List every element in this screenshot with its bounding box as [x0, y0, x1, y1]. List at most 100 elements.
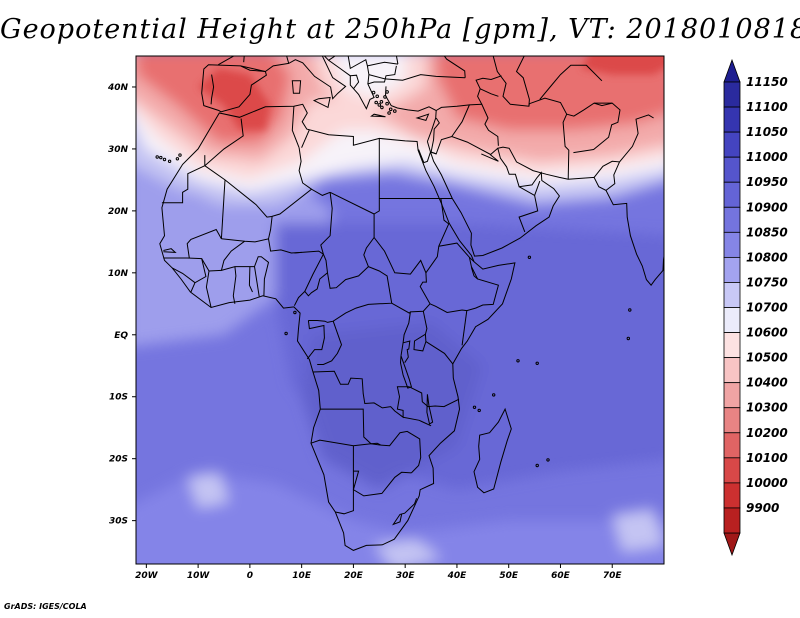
border-line-40	[232, 266, 237, 304]
colorbar-swatch	[723, 81, 741, 108]
field-pale-blue-south-ind	[612, 508, 664, 552]
border-line-48	[470, 267, 478, 280]
border-line-23	[306, 320, 325, 360]
aegean-island-7	[375, 94, 380, 99]
lake-victoria	[413, 333, 427, 352]
colorbar-swatch	[723, 307, 741, 333]
credit-label: GrADS: IGES/COLA	[4, 602, 87, 611]
longitude-axis: 20W 10W 0 10E 20E 30E 40E 50E 60E 70E	[135, 564, 622, 581]
border-line-18	[425, 341, 454, 365]
lon-tick-label: 10E	[292, 571, 312, 581]
colorbar-swatch	[723, 507, 741, 534]
border-line-17	[422, 311, 428, 335]
lon-tick-label: 40E	[447, 571, 468, 581]
geopotential-field	[136, 56, 664, 564]
border-line-16	[461, 310, 468, 346]
border-eu-4	[350, 74, 360, 90]
border-line-25	[320, 408, 381, 446]
colorbar-level-label: 10800	[746, 250, 788, 264]
island-11	[516, 359, 520, 363]
balkans-coast	[323, 56, 397, 110]
lon-tick-label: 20W	[135, 571, 159, 581]
island-6	[546, 458, 550, 462]
colorbar: 11150 11100 11050 11000 10950 10900 10850 10800…	[723, 58, 788, 557]
colorbar-level-label: 9900	[746, 501, 779, 515]
colorbar-level-label: 10950	[746, 175, 788, 189]
colorbar-level-label: 10750	[746, 275, 788, 289]
border-line-2	[204, 118, 244, 167]
colorbar-level-label: 10850	[746, 225, 788, 239]
lon-tick-label: 10W	[187, 571, 211, 581]
aegean-island-5	[383, 95, 387, 99]
anatolia-levant-coast	[384, 86, 437, 142]
border-line-43	[190, 258, 207, 293]
border-line-19	[400, 311, 411, 356]
black-sea-east-coast	[443, 56, 466, 78]
colorbar-bottom-arrow	[723, 532, 741, 557]
colorbar-swatch	[723, 231, 741, 258]
border-me-6	[481, 153, 499, 162]
border-me-11	[619, 114, 654, 163]
aegean-island-4	[379, 100, 384, 104]
border-line-26	[310, 439, 382, 447]
border-me-12	[528, 97, 568, 115]
border-line-39	[248, 266, 253, 293]
border-me-7	[534, 180, 541, 196]
colorbar-swatch	[723, 156, 741, 183]
border-eu-6	[368, 74, 386, 80]
lat-tick-label: 10N	[108, 269, 129, 279]
lat-tick-label: 20N	[108, 207, 129, 217]
field-deep-red-northeast	[581, 56, 664, 75]
colorbar-level-label: 10400	[746, 376, 788, 390]
border-line-15	[429, 257, 500, 314]
colorbar-swatch	[723, 206, 741, 233]
border-line-35	[268, 238, 324, 255]
border-eu-2	[314, 47, 335, 54]
colorbar-level-label: 11050	[746, 125, 788, 139]
arabia-india-coast	[430, 146, 664, 287]
island-9	[477, 408, 481, 413]
colorbar-swatch	[723, 407, 741, 434]
canary-island-4	[159, 155, 163, 160]
border-line-11	[308, 266, 393, 323]
border-eu-8	[386, 36, 396, 53]
border-line-38	[254, 266, 260, 297]
colorbar-swatch	[723, 382, 741, 409]
island-4	[293, 310, 297, 315]
border-line-9	[329, 191, 375, 215]
border-line-21	[409, 386, 460, 408]
border-line-6	[373, 138, 380, 238]
lake-malawi	[426, 394, 434, 425]
lon-tick-label: 50E	[499, 571, 519, 581]
border-me-4	[430, 117, 440, 155]
border-line-45	[163, 248, 177, 253]
border-eu-3	[328, 56, 370, 84]
colorbar-swatch	[723, 256, 741, 283]
lat-tick-label: 30S	[109, 517, 128, 527]
lat-tick-label: 10S	[109, 393, 128, 403]
colorbar-level-label: 10600	[746, 326, 788, 340]
colorbar-swatch	[723, 131, 741, 158]
colorbar-swatch	[723, 432, 741, 459]
border-line-46	[294, 251, 302, 254]
caspian-coast	[492, 56, 530, 107]
border-line-34	[221, 216, 273, 243]
border-me-15	[593, 102, 613, 107]
border-me-2	[451, 103, 499, 146]
canary-island-1	[175, 157, 180, 161]
colorbar-top-arrow	[723, 58, 741, 83]
border-line-33	[220, 179, 226, 239]
aegean-island-0	[377, 103, 382, 107]
canary-island-0	[178, 153, 182, 157]
border-line-20	[402, 340, 411, 363]
portugal-border	[210, 74, 215, 105]
map-title: Geopotential Height at 250hPa [gpm], VT:…	[0, 14, 800, 45]
aegean-island-1	[380, 105, 384, 110]
island-8	[472, 405, 477, 409]
colorbar-swatch	[723, 357, 741, 384]
colorbar-level-label: 11000	[746, 150, 788, 164]
border-line-44	[171, 267, 196, 284]
colorbar-level-label: 10500	[746, 351, 788, 365]
colorbar-swatch	[723, 282, 741, 308]
field-light-blue-west	[136, 155, 333, 346]
